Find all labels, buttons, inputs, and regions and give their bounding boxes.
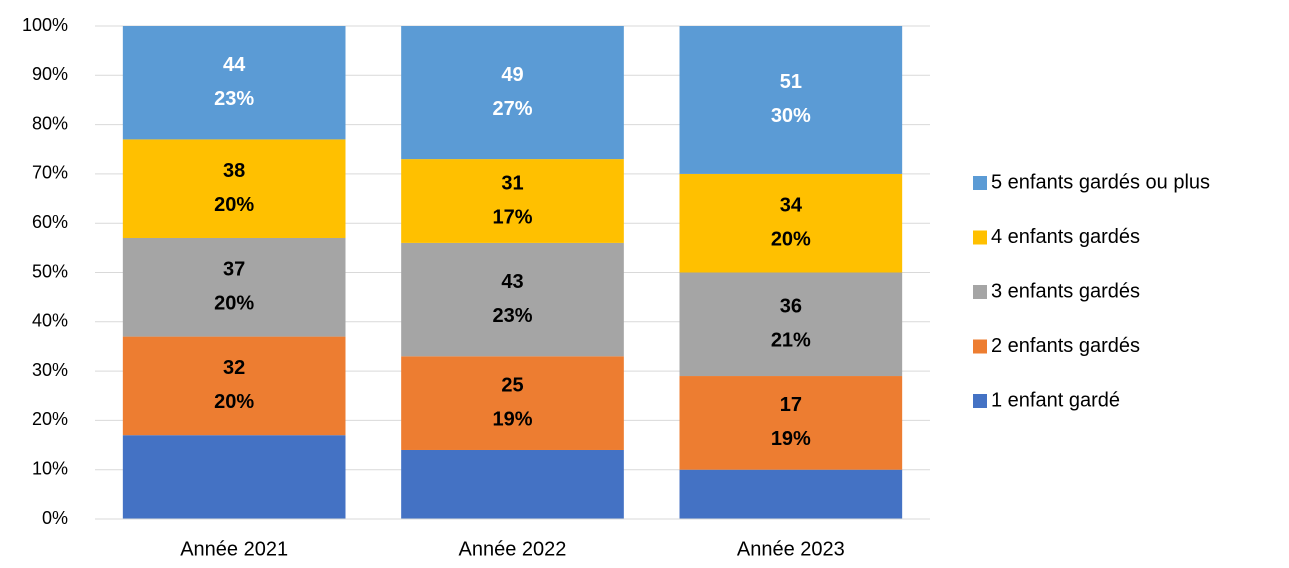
legend-swatch — [973, 176, 987, 190]
segment-percent-label: 19% — [771, 428, 811, 450]
segment-count-label: 38 — [223, 160, 245, 182]
segment-count-label: 25 — [501, 374, 523, 396]
bar-segment — [122, 435, 346, 519]
segment-percent-label: 23% — [214, 88, 254, 110]
bar-segment — [122, 139, 346, 238]
bar-segment — [401, 26, 624, 160]
segment-percent-label: 20% — [214, 293, 254, 315]
legend-label: 4 enfants gardés — [991, 226, 1140, 248]
segment-count-label: 37 — [223, 259, 245, 281]
y-tick-label: 100% — [22, 15, 68, 35]
legend-label: 5 enfants gardés ou plus — [991, 171, 1210, 193]
legend-swatch — [973, 285, 987, 299]
bar-segment — [679, 26, 903, 174]
x-tick-label: Année 2023 — [737, 538, 845, 560]
y-tick-label: 70% — [32, 163, 68, 183]
segment-percent-label: 21% — [771, 330, 811, 352]
legend-label: 3 enfants gardés — [991, 280, 1140, 302]
legend-swatch — [973, 339, 987, 354]
y-tick-label: 0% — [42, 508, 68, 528]
segment-percent-label: 23% — [492, 305, 532, 327]
y-tick-label: 40% — [32, 311, 68, 331]
segment-count-label: 43 — [501, 271, 523, 293]
legend-label: 2 enfants gardés — [991, 335, 1140, 357]
segment-percent-label: 17% — [492, 206, 532, 228]
segment-count-label: 32 — [223, 357, 245, 379]
x-tick-label: Année 2022 — [459, 538, 567, 560]
segment-count-label: 31 — [501, 172, 523, 194]
bar-segment — [122, 336, 346, 436]
y-tick-label: 30% — [32, 360, 68, 380]
segment-percent-label: 30% — [771, 105, 811, 127]
bar-segment — [122, 26, 346, 140]
segment-percent-label: 20% — [214, 391, 254, 413]
segment-count-label: 34 — [780, 194, 803, 216]
y-tick-label: 80% — [32, 113, 68, 133]
bar-segment — [679, 469, 903, 519]
segment-count-label: 51 — [780, 71, 802, 93]
segment-percent-label: 20% — [214, 194, 254, 216]
bar-segment — [679, 272, 903, 377]
segment-count-label: 17 — [780, 394, 802, 416]
bar-segment — [401, 242, 624, 357]
legend-label: 1 enfant gardé — [991, 389, 1120, 411]
segment-count-label: 49 — [501, 64, 523, 86]
y-tick-label: 90% — [32, 64, 68, 84]
bar-segment — [122, 237, 346, 337]
segment-percent-label: 19% — [492, 408, 532, 430]
segment-count-label: 36 — [780, 296, 802, 318]
legend-swatch — [973, 230, 987, 245]
legend-swatch — [973, 394, 987, 408]
segment-count-label: 44 — [223, 54, 246, 76]
bar-segment — [401, 449, 624, 519]
bar-segment — [679, 376, 903, 470]
segment-percent-label: 20% — [771, 228, 811, 250]
x-tick-label: Année 2021 — [180, 538, 288, 560]
y-tick-label: 20% — [32, 409, 68, 429]
y-tick-label: 10% — [32, 458, 68, 478]
bar-segment — [401, 356, 624, 450]
y-tick-label: 60% — [32, 212, 68, 232]
bar-segment — [679, 173, 903, 273]
segment-percent-label: 27% — [492, 98, 532, 120]
y-tick-label: 50% — [32, 261, 68, 281]
bar-segment — [401, 159, 624, 243]
